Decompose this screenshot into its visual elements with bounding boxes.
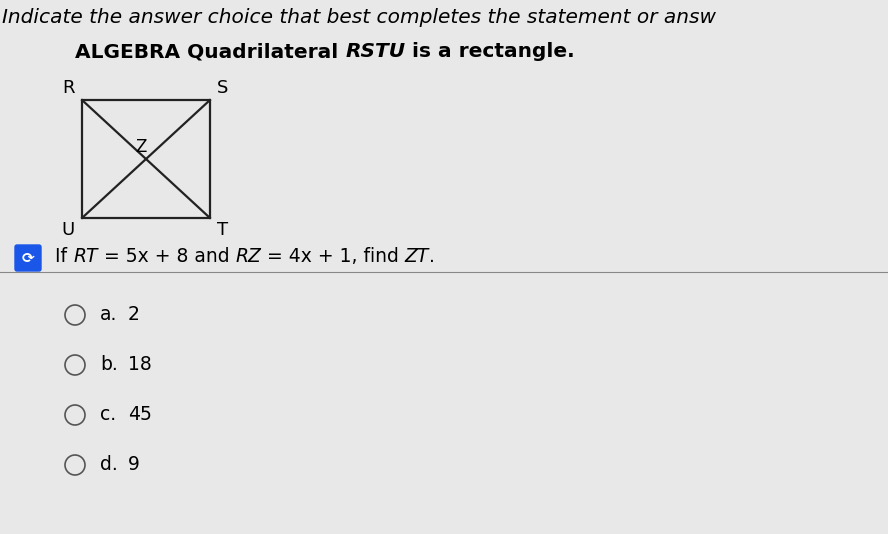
Text: S: S [217,79,228,97]
Text: RZ: RZ [235,247,261,266]
Text: = 4x + 1, find: = 4x + 1, find [261,247,405,266]
Text: c.: c. [100,405,116,425]
FancyBboxPatch shape [15,245,41,271]
Text: R: R [62,79,75,97]
Text: is a rectangle.: is a rectangle. [406,42,575,61]
Text: U: U [62,221,75,239]
Text: a.: a. [100,305,117,325]
Text: RSTU: RSTU [345,42,406,61]
Text: = 5x + 8 and: = 5x + 8 and [98,247,235,266]
Text: Indicate the answer choice that best completes the statement or answ: Indicate the answer choice that best com… [2,8,716,27]
Text: .: . [429,247,435,266]
Text: b.: b. [100,356,118,374]
Text: 9: 9 [128,456,140,475]
Text: RT: RT [73,247,98,266]
Text: ALGEBRA Quadrilateral: ALGEBRA Quadrilateral [75,42,345,61]
Text: ZT: ZT [405,247,429,266]
Text: Z: Z [135,138,147,156]
Text: 2: 2 [128,305,140,325]
Text: If: If [55,247,73,266]
Text: 18: 18 [128,356,152,374]
Text: 45: 45 [128,405,152,425]
Text: T: T [217,221,228,239]
Text: ⟳: ⟳ [21,250,35,265]
Text: d.: d. [100,456,118,475]
